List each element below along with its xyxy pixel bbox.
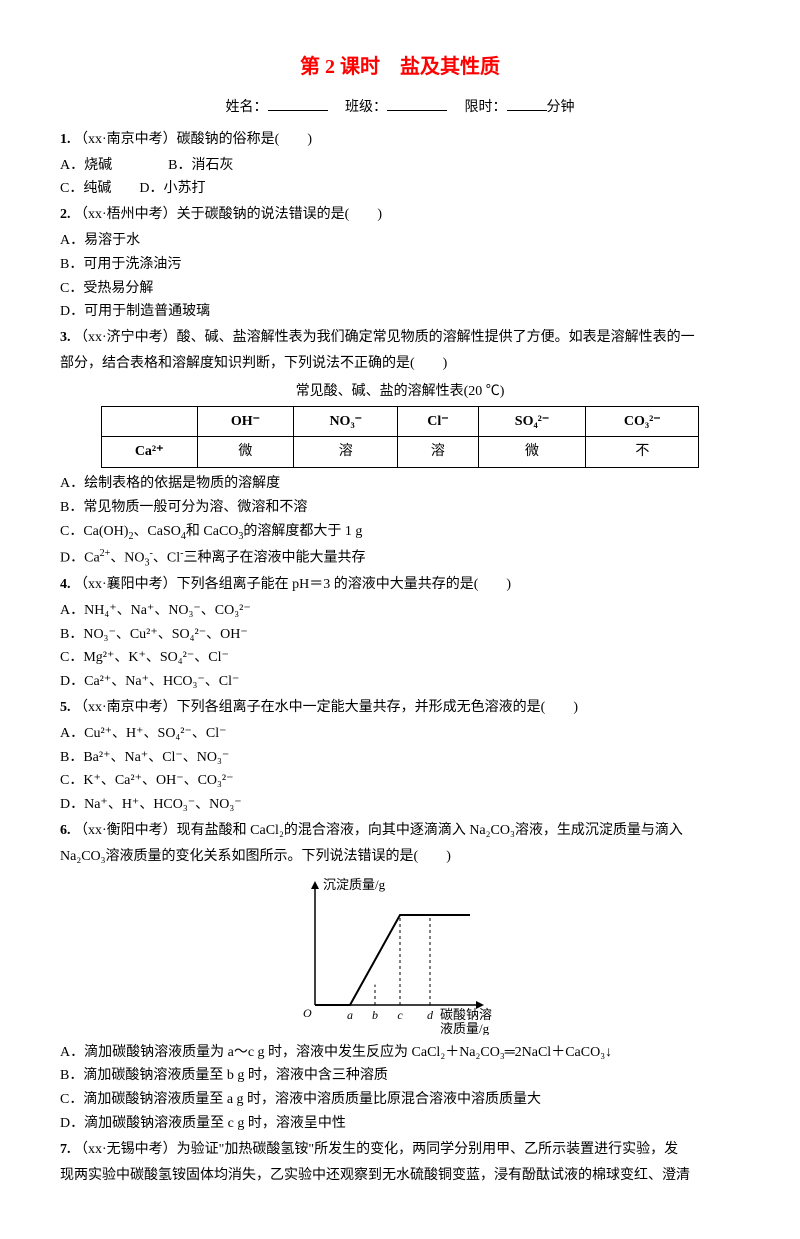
q2-optC: C．受热易分解 [60,277,740,301]
q2-stem: （xx·梧州中考）关于碳酸钠的说法错误的是( ) [74,207,382,222]
name-label: 姓名： [226,100,268,115]
q6-stem2: Na₂CO₃溶液质量的变化关系如图所示。下列说法错误的是( ) [60,845,740,869]
q4-num: 4. [60,577,71,592]
q1-stem: （xx·南京中考）碳酸钠的俗称是( ) [74,132,312,147]
q5-optC: C．K⁺、Ca²⁺、OH⁻、CO₃²⁻ [60,769,740,793]
question-2: 2. （xx·梧州中考）关于碳酸钠的说法错误的是( ) [60,203,740,227]
q3-optC: C．Ca(OH)2、CaSO4和 CaCO3的溶解度都大于 1 g [60,520,740,545]
q5-num: 5. [60,700,71,715]
question-1: 1. （xx·南京中考）碳酸钠的俗称是( ) [60,128,740,152]
q3-optD: D．Ca2+、NO3-、Cl-三种离子在溶液中能大量共存 [60,545,740,571]
th-blank [101,406,197,437]
q6-optA: A．滴加碳酸钠溶液质量为 a～c g 时，溶液中发生反应为 CaCl₂＋Na₂C… [60,1041,740,1065]
cell-0: 微 [197,437,294,468]
q7-stem1: （xx·无锡中考）为验证"加热碳酸氢铵"所发生的变化，两同学分别用甲、乙所示装置… [74,1142,678,1157]
q2-optB: B．可用于洗涤油污 [60,253,740,277]
th-so4: SO₄²⁻ [478,406,586,437]
question-6: 6. （xx·衡阳中考）现有盐酸和 CaCl₂的混合溶液，向其中逐滴滴入 Na₂… [60,819,740,843]
solubility-table: OH⁻ NO₃⁻ Cl⁻ SO₄²⁻ CO₃²⁻ Ca²⁺ 微 溶 溶 微 不 [101,406,699,469]
svg-text:b: b [372,1008,378,1022]
q4-optB: B．NO₃⁻、Cu²⁺、SO₄²⁻、OH⁻ [60,623,740,647]
th-co3: CO₃²⁻ [586,406,699,437]
time-blank[interactable] [507,96,547,111]
q4-optD: D．Ca²⁺、Na⁺、HCO₃⁻、Cl⁻ [60,670,740,694]
q6-optD: D．滴加碳酸钠溶液质量至 c g 时，溶液呈中性 [60,1112,740,1136]
q3c-post: 的溶解度都大于 1 g [243,524,362,539]
solubility-table-caption: 常见酸、碱、盐的溶解性表(20 ℃) [60,380,740,404]
q3d-m2: 、Cl [153,550,180,565]
q1-opts-line1: A．烧碱 B．消石灰 [60,154,740,178]
svg-text:沉淀质量/g: 沉淀质量/g [323,877,386,892]
class-label: 班级： [345,100,387,115]
q5-optB: B．Ba²⁺、Na⁺、Cl⁻、NO₃⁻ [60,746,740,770]
q5-optA: A．Cu²⁺、H⁺、SO₄²⁻、Cl⁻ [60,722,740,746]
svg-text:液质量/g: 液质量/g [440,1021,490,1035]
table-row: Ca²⁺ 微 溶 溶 微 不 [101,437,698,468]
question-7: 7. （xx·无锡中考）为验证"加热碳酸氢铵"所发生的变化，两同学分别用甲、乙所… [60,1138,740,1162]
q2-optA: A．易溶于水 [60,229,740,253]
cell-4: 不 [586,437,699,468]
student-info-line: 姓名： 班级： 限时： 分钟 [60,96,740,120]
q3-num: 3. [60,330,71,345]
q3-stem1: （xx·济宁中考）酸、碱、盐溶解性表为我们确定常见物质的溶解性提供了方便。如表是… [74,330,695,345]
q6-num: 6. [60,823,71,838]
precipitate-mass-chart: a b c d O 沉淀质量/g 碳酸钠溶液质量/g [280,875,520,1035]
th-oh: OH⁻ [197,406,294,437]
q3d-m1: 、NO [110,550,144,565]
name-blank[interactable] [268,96,328,111]
q6-optB: B．滴加碳酸钠溶液质量至 b g 时，溶液中含三种溶质 [60,1064,740,1088]
th-no3: NO₃⁻ [294,406,398,437]
svg-text:a: a [347,1008,353,1022]
q3d-pre: D．Ca [60,550,100,565]
title-text: 第 2 课时 盐及其性质 [300,56,500,78]
q3-optA: A．绘制表格的依据是物质的溶解度 [60,472,740,496]
q3-stem2: 部分，结合表格和溶解度知识判断，下列说法不正确的是( ) [60,352,740,376]
svg-text:c: c [397,1008,403,1022]
th-cl: Cl⁻ [398,406,478,437]
q3d-post: 三种离子在溶液中能大量共存 [183,550,365,565]
q7-stem2: 现两实验中碳酸氢铵固体均消失，乙实验中还观察到无水硫酸铜变蓝，浸有酚酞试液的棉球… [60,1164,740,1188]
q6-optC: C．滴加碳酸钠溶液质量至 a g 时，溶液中溶质质量比原混合溶液中溶质质量大 [60,1088,740,1112]
question-5: 5. （xx·南京中考）下列各组离子在水中一定能大量共存，并形成无色溶液的是( … [60,696,740,720]
q5-stem: （xx·南京中考）下列各组离子在水中一定能大量共存，并形成无色溶液的是( ) [74,700,578,715]
q7-num: 7. [60,1142,71,1157]
time-label: 限时： [465,100,507,115]
q5-optD: D．Na⁺、H⁺、HCO₃⁻、NO₃⁻ [60,793,740,817]
q4-optA: A．NH₄⁺、Na⁺、NO₃⁻、CO₃²⁻ [60,599,740,623]
q1-num: 1. [60,132,71,147]
q3-optB: B．常见物质一般可分为溶、微溶和不溶 [60,496,740,520]
q1-opts-line2: C．纯碱 D．小苏打 [60,177,740,201]
q3c-pre: C．Ca(OH) [60,524,128,539]
svg-text:碳酸钠溶: 碳酸钠溶 [440,1007,492,1022]
question-4: 4. （xx·襄阳中考）下列各组离子能在 pH＝3 的溶液中大量共存的是( ) [60,573,740,597]
svg-text:d: d [427,1008,434,1022]
q2-num: 2. [60,207,71,222]
svg-text:O: O [303,1006,312,1020]
cell-3: 微 [478,437,586,468]
cell-1: 溶 [294,437,398,468]
q6-stem1: （xx·衡阳中考）现有盐酸和 CaCl₂的混合溶液，向其中逐滴滴入 Na₂CO₃… [74,823,683,838]
q4-stem: （xx·襄阳中考）下列各组离子能在 pH＝3 的溶液中大量共存的是( ) [74,577,511,592]
row-ca: Ca²⁺ [101,437,197,468]
cell-2: 溶 [398,437,478,468]
table-header-row: OH⁻ NO₃⁻ Cl⁻ SO₄²⁻ CO₃²⁻ [101,406,698,437]
lesson-title: 第 2 课时 盐及其性质 [60,50,740,84]
class-blank[interactable] [387,96,447,111]
question-3: 3. （xx·济宁中考）酸、碱、盐溶解性表为我们确定常见物质的溶解性提供了方便。… [60,326,740,350]
time-unit: 分钟 [547,100,575,115]
q2-optD: D．可用于制造普通玻璃 [60,300,740,324]
q3c-m1: 、CaSO [133,524,180,539]
q3c-m2: 和 CaCO [186,524,239,539]
q4-optC: C．Mg²⁺、K⁺、SO₄²⁻、Cl⁻ [60,646,740,670]
